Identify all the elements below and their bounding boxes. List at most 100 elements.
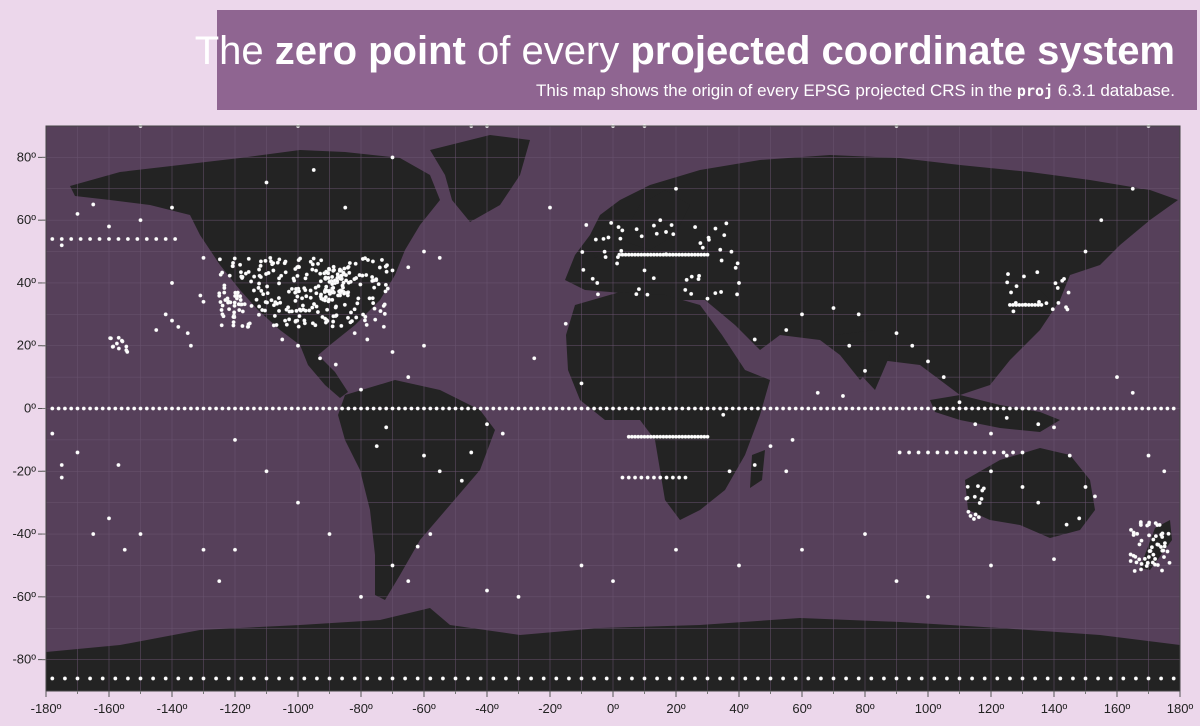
crs-origin-point (289, 309, 294, 314)
crs-origin-point (352, 277, 357, 281)
crs-origin-point (327, 532, 332, 537)
crs-origin-point (185, 331, 190, 336)
crs-origin-point (251, 406, 256, 411)
crs-origin-point (593, 237, 598, 242)
crs-origin-point (642, 268, 647, 273)
crs-origin-point (314, 268, 319, 273)
crs-origin-point (768, 444, 773, 449)
crs-origin-point (1139, 567, 1144, 572)
crs-origin-point (326, 266, 331, 271)
crs-origin-point (415, 544, 420, 549)
crs-origin-point (1102, 406, 1107, 411)
crs-origin-point (642, 406, 647, 411)
crs-origin-point (1159, 406, 1164, 411)
crs-origin-point (289, 286, 294, 291)
crs-origin-point (793, 406, 798, 411)
crs-origin-point (1096, 406, 1101, 411)
crs-origin-point (239, 406, 244, 411)
crs-origin-point (941, 375, 946, 380)
x-tick-label: -140º (157, 701, 188, 716)
crs-origin-point (1005, 280, 1010, 285)
crs-origin-point (689, 291, 694, 296)
crs-origin-point (636, 406, 641, 411)
crs-origin-point (257, 304, 262, 309)
crs-origin-point (345, 265, 350, 270)
crs-origin-point (615, 255, 620, 260)
crs-origin-point (88, 406, 93, 411)
crs-origin-point (252, 274, 257, 279)
crs-origin-point (176, 676, 181, 681)
crs-origin-point (333, 362, 338, 367)
x-tick-label: 180º (1167, 701, 1194, 716)
crs-origin-point (113, 406, 118, 411)
crs-origin-point (729, 249, 734, 254)
crs-origin-point (135, 237, 140, 241)
crs-origin-point (188, 406, 193, 411)
x-tick-label: 40º (729, 701, 748, 716)
crs-origin-point (365, 676, 370, 681)
crs-origin-point (856, 312, 861, 317)
crs-origin-point (272, 313, 277, 318)
crs-origin-point (1146, 555, 1151, 560)
x-tick-label: -160º (94, 701, 125, 716)
crs-origin-point (897, 450, 902, 455)
crs-origin-point (59, 237, 64, 241)
crs-origin-point (154, 328, 159, 332)
crs-origin-point (815, 390, 820, 395)
crs-origin-point (365, 337, 370, 342)
crs-origin-point (270, 406, 275, 411)
crs-origin-point (972, 494, 977, 499)
crs-origin-point (283, 270, 288, 275)
x-tick-label: 80º (855, 701, 874, 716)
crs-origin-point (478, 406, 483, 411)
x-tick-label: -180º (31, 701, 62, 716)
crs-origin-point (339, 273, 344, 278)
subtitle-suffix: 6.3.1 database. (1057, 81, 1175, 100)
crs-origin-point (784, 469, 789, 474)
crs-origin-point (264, 271, 269, 276)
crs-origin-point (1161, 548, 1166, 553)
crs-origin-point (315, 310, 320, 314)
crs-origin-point (326, 289, 331, 294)
crs-origin-point (138, 218, 143, 223)
crs-origin-point (297, 314, 302, 319)
crs-origin-point (856, 406, 861, 411)
title-bold-projected-crs: projected coordinate system (630, 29, 1175, 73)
crs-origin-point (437, 469, 442, 474)
crs-origin-point (560, 406, 565, 411)
crs-origin-point (781, 406, 786, 411)
crs-origin-point (1036, 500, 1041, 505)
crs-origin-point (428, 406, 433, 411)
crs-origin-point (352, 406, 357, 411)
crs-origin-point (684, 277, 689, 282)
crs-origin-point (342, 302, 347, 307)
crs-origin-point (1036, 422, 1041, 427)
x-tick-label: 20º (666, 701, 685, 716)
crs-origin-point (781, 676, 786, 681)
crs-origin-point (163, 676, 168, 681)
crs-origin-point (964, 496, 969, 501)
crs-origin-point (201, 299, 206, 304)
crs-origin-point (316, 284, 321, 289)
crs-origin-point (989, 431, 993, 436)
crs-origin-point (314, 406, 319, 411)
crs-origin-point (265, 300, 270, 305)
crs-origin-point (844, 676, 849, 681)
crs-origin-point (78, 237, 83, 241)
crs-origin-point (932, 406, 937, 411)
crs-origin-point (1037, 300, 1041, 304)
y-tick-label: -60º (12, 589, 36, 604)
crs-origin-point (261, 292, 266, 297)
crs-origin-point (1065, 307, 1070, 312)
crs-origin-point (522, 406, 527, 411)
crs-origin-point (364, 322, 369, 327)
crs-origin-point (307, 308, 312, 313)
crs-origin-point (541, 406, 546, 411)
crs-origin-point (683, 475, 688, 480)
crs-origin-point (1004, 415, 1009, 420)
crs-origin-point (1022, 274, 1026, 279)
crs-origin-point (314, 676, 319, 681)
crs-origin-point (344, 273, 348, 278)
crs-origin-point (291, 276, 296, 281)
crs-origin-point (293, 290, 298, 295)
